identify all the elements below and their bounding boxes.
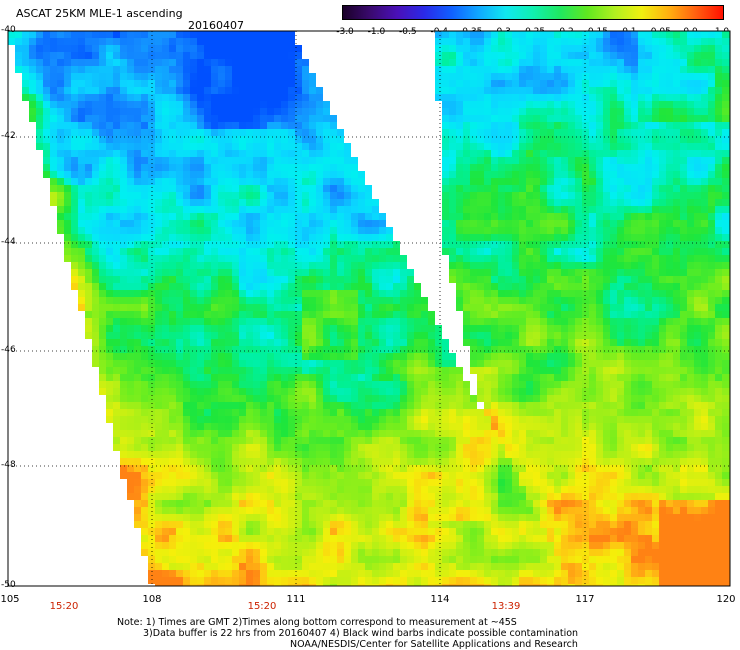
footer-note-2: 3)Data buffer is 22 hrs from 20160407 4)… [143, 628, 579, 639]
latitude-label: -46 [1, 345, 16, 355]
footer-credit: NOAA/NESDIS/Center for Satellite Applica… [290, 639, 578, 650]
time-label: 15:20 [49, 601, 79, 612]
time-label: 15:20 [247, 601, 277, 612]
data-swaths [8, 31, 730, 586]
longitude-label: 108 [142, 594, 162, 605]
latitude-label: -42 [1, 131, 16, 141]
longitude-label: 117 [575, 594, 595, 605]
map-date: 20160407 [188, 19, 244, 32]
latitude-label: -44 [1, 237, 16, 247]
latitude-label: -40 [1, 25, 16, 35]
map-frame [7, 30, 731, 587]
time-label: 13:39 [491, 601, 521, 612]
colorbar [342, 5, 724, 20]
colorbar-label: -0.5 [399, 27, 417, 37]
latitude-label: -50 [1, 580, 16, 590]
colorbar-label: -1.0 [367, 27, 386, 37]
footer-note-1: Note: 1) Times are GMT 2)Times along bot… [117, 617, 517, 628]
longitude-label: 114 [430, 594, 450, 605]
longitude-label: 105 [0, 594, 20, 605]
longitude-label: 120 [716, 594, 736, 605]
longitude-label: 111 [286, 594, 306, 605]
colorbar-label: -3.0 [336, 27, 354, 37]
map-title: ASCAT 25KM MLE-1 ascending [16, 7, 183, 20]
map-grid [8, 31, 730, 586]
latitude-label: -48 [1, 460, 16, 470]
